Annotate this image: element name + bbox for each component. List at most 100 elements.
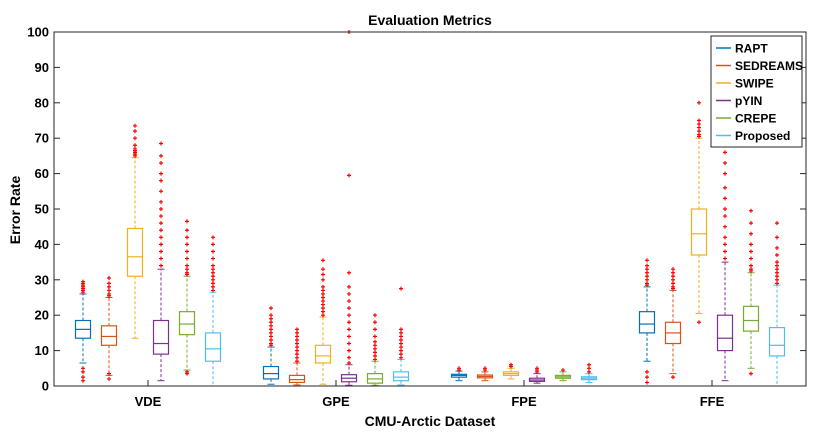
box-proposed-vde — [204, 235, 222, 387]
outlier-point — [347, 270, 351, 275]
outlier-point — [509, 362, 513, 367]
outlier-point — [133, 123, 137, 128]
outlier-point — [347, 173, 351, 178]
outlier-point — [211, 274, 215, 279]
outlier-point — [399, 334, 403, 339]
outlier-point — [671, 284, 675, 289]
x-axis-label: CMU-Arctic Dataset — [365, 413, 496, 429]
box-sedreams-vde — [100, 276, 118, 381]
outlier-point — [321, 295, 325, 300]
outlier-point — [347, 284, 351, 289]
outlier-point — [697, 132, 701, 137]
outlier-point — [775, 263, 779, 268]
outlier-point — [775, 274, 779, 279]
outlier-point — [645, 281, 649, 286]
outlier-point — [775, 281, 779, 286]
outlier-point — [321, 302, 325, 307]
outlier-point — [457, 366, 461, 371]
outlier-point — [697, 320, 701, 325]
y-tick-label: 20 — [35, 308, 49, 323]
outlier-point — [723, 214, 727, 219]
outlier-point — [211, 270, 215, 275]
outlier-point — [185, 242, 189, 247]
outlier-point — [107, 376, 111, 381]
box-iqr — [262, 365, 280, 380]
y-tick-label: 70 — [35, 131, 49, 146]
box-iqr — [768, 326, 786, 357]
box-crepe-fpe — [554, 368, 572, 382]
outlier-point — [159, 153, 163, 158]
box-iqr — [100, 325, 118, 346]
outlier-point — [373, 357, 377, 362]
y-tick-label: 50 — [35, 202, 49, 217]
box-iqr — [742, 305, 760, 332]
outlier-point — [535, 366, 539, 371]
outlier-point — [269, 316, 273, 321]
outlier-point — [321, 258, 325, 263]
outlier-point — [159, 263, 163, 268]
box-iqr — [152, 319, 170, 355]
outlier-point — [295, 345, 299, 350]
outlier-point — [159, 160, 163, 165]
outlier-point — [211, 256, 215, 261]
box-swipe-ffe — [690, 100, 708, 325]
outlier-point — [321, 291, 325, 296]
outlier-point — [723, 249, 727, 254]
outlier-point — [321, 272, 325, 277]
outlier-point — [81, 378, 85, 383]
outlier-point — [211, 288, 215, 293]
outlier-point — [159, 235, 163, 240]
box-rapt-vde — [74, 279, 92, 383]
box-swipe-gpe — [314, 258, 332, 385]
box-iqr — [314, 344, 332, 364]
box-swipe-vde — [126, 123, 144, 339]
y-tick-label: 30 — [35, 272, 49, 287]
outlier-point — [723, 185, 727, 190]
outlier-point — [107, 291, 111, 296]
outlier-point — [269, 330, 273, 335]
outlier-point — [185, 263, 189, 268]
outlier-point — [373, 320, 377, 325]
outlier-point — [159, 249, 163, 254]
box-rapt-ffe — [638, 258, 656, 385]
outlier-point — [107, 281, 111, 286]
box-iqr — [690, 208, 708, 256]
outlier-point — [211, 249, 215, 254]
outlier-point — [373, 346, 377, 351]
outlier-point — [321, 267, 325, 272]
outlier-point — [373, 327, 377, 332]
outlier-point — [671, 267, 675, 272]
outlier-point — [185, 369, 189, 374]
outlier-point — [749, 267, 753, 272]
outlier-point — [185, 235, 189, 240]
box-iqr — [178, 311, 196, 336]
x-tick-label: VDE — [135, 394, 162, 409]
outlier-point — [399, 327, 403, 332]
outlier-point — [399, 330, 403, 335]
outlier-point — [373, 343, 377, 348]
outlier-point — [133, 136, 137, 141]
box-iqr — [126, 227, 144, 277]
y-tick-label: 90 — [35, 60, 49, 75]
box-iqr — [288, 374, 306, 384]
outlier-point — [347, 306, 351, 311]
box-proposed-gpe — [392, 286, 410, 386]
box-iqr — [716, 314, 734, 352]
plot-frame — [53, 31, 807, 387]
outlier-point — [775, 267, 779, 272]
outlier-point — [295, 352, 299, 357]
outlier-point — [211, 242, 215, 247]
outlier-point — [295, 355, 299, 360]
outlier-point — [185, 219, 189, 224]
outlier-point — [185, 270, 189, 275]
outlier-point — [321, 277, 325, 282]
outlier-point — [775, 221, 779, 226]
outlier-point — [185, 249, 189, 254]
outlier-point — [211, 263, 215, 268]
outlier-point — [159, 199, 163, 204]
outlier-point — [561, 368, 565, 373]
outlier-point — [81, 375, 85, 380]
outlier-point — [133, 129, 137, 134]
outlier-point — [723, 160, 727, 165]
outlier-point — [697, 118, 701, 123]
